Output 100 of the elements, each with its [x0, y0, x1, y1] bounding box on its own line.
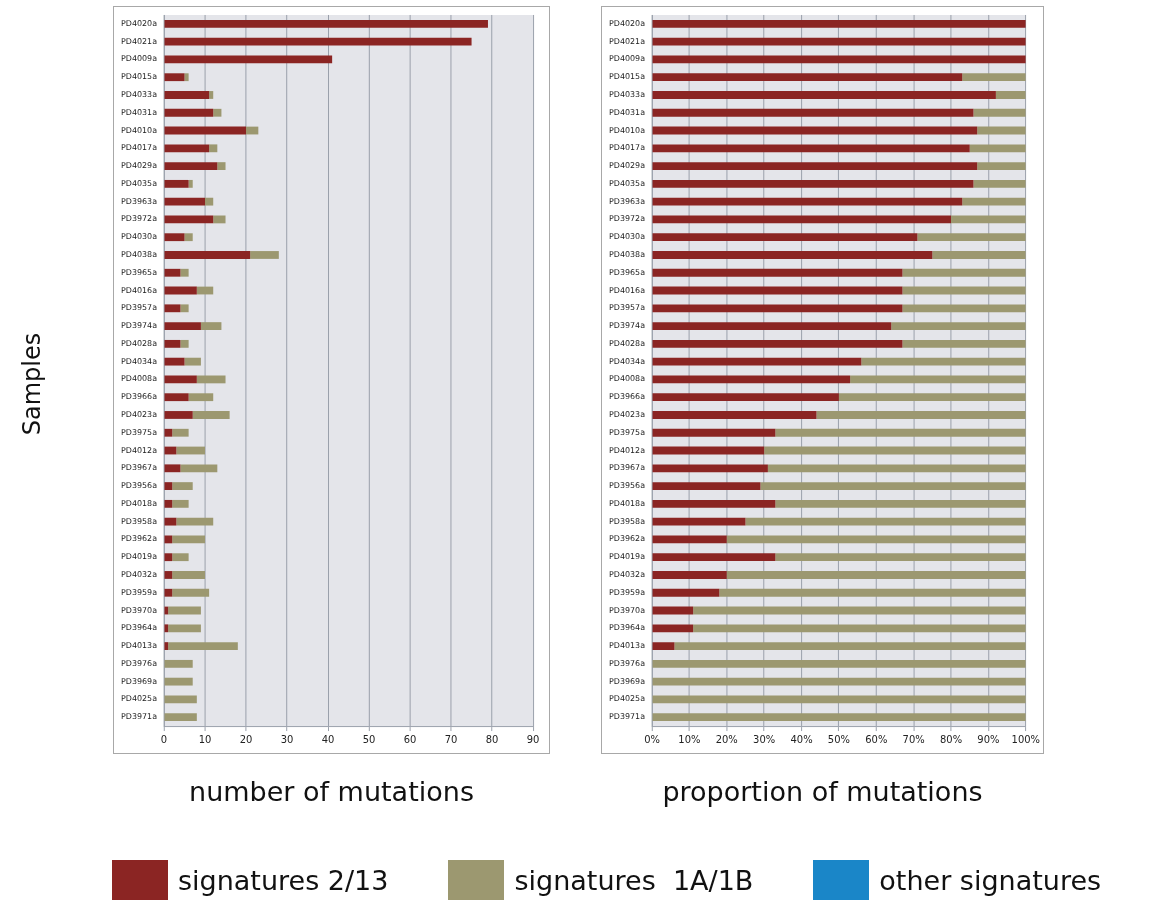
- bar: [652, 588, 720, 597]
- bar: [164, 482, 173, 490]
- bar: [973, 179, 1026, 188]
- y-tick-label: PD4025a: [120, 694, 158, 704]
- bar: [652, 677, 1026, 686]
- bar: [164, 411, 193, 419]
- bar: [652, 535, 727, 544]
- y-tick-label: PD4010a: [608, 125, 646, 135]
- bar: [200, 322, 222, 330]
- bar: [250, 251, 279, 259]
- y-tick-label: PD3972a: [120, 214, 158, 224]
- y-tick-label: PD4010a: [120, 125, 158, 135]
- y-tick-label: PD4035a: [120, 178, 158, 188]
- bar: [969, 144, 1026, 153]
- bar: [719, 588, 1026, 597]
- bar: [745, 517, 1026, 526]
- bar: [652, 268, 903, 277]
- y-tick-label: PD4029a: [608, 161, 646, 171]
- y-tick-label: PD4032a: [120, 570, 158, 580]
- bar: [188, 393, 214, 402]
- y-tick-label: PD4019a: [608, 552, 646, 562]
- y-tick-label: PD4009a: [608, 54, 646, 64]
- y-tick-label: PD4020a: [120, 18, 158, 28]
- y-tick-label: PD4031a: [608, 107, 646, 117]
- bar: [164, 73, 185, 82]
- y-tick-label: PD4015a: [608, 72, 646, 82]
- bar: [932, 251, 1026, 259]
- y-tick-label: PD4023a: [120, 410, 158, 420]
- y-tick-label: PD3974a: [608, 321, 646, 331]
- bar: [652, 553, 776, 562]
- bar: [196, 375, 226, 384]
- y-tick-label: PD3967a: [608, 463, 646, 473]
- bar: [168, 642, 238, 650]
- bar: [164, 162, 218, 170]
- y-tick-label: PD4035a: [608, 178, 646, 188]
- bar: [652, 251, 933, 259]
- bar: [962, 197, 1026, 206]
- bar: [652, 642, 675, 650]
- y-tick-label: PD3963a: [120, 196, 158, 206]
- y-tick-label: PD4012a: [608, 445, 646, 455]
- y-tick-label: PD4033a: [608, 90, 646, 100]
- y-tick-label: PD4013a: [608, 641, 646, 651]
- y-tick-label: PD4029a: [120, 161, 158, 171]
- bar: [213, 108, 222, 117]
- bar: [172, 482, 193, 490]
- bar: [652, 19, 1026, 28]
- bar: [652, 73, 963, 82]
- y-tick-label: PD4028a: [120, 338, 158, 348]
- bar: [775, 553, 1026, 562]
- x-tick-label: 0%: [644, 733, 660, 745]
- bar: [164, 339, 181, 348]
- bar: [917, 233, 1026, 242]
- bar: [180, 304, 189, 313]
- bar: [164, 695, 197, 704]
- x-tick-label: 40: [321, 733, 335, 745]
- y-tick-label: PD3957a: [120, 303, 158, 313]
- bar: [180, 339, 189, 348]
- x-tick-label: 0: [160, 733, 168, 745]
- bar: [775, 499, 1026, 508]
- bar: [902, 268, 1026, 277]
- y-tick-label: PD3969a: [120, 676, 158, 686]
- bar: [164, 393, 189, 402]
- y-tick-label: PD3972a: [608, 214, 646, 224]
- bar: [217, 162, 226, 170]
- y-tick-label: PD3963a: [608, 196, 646, 206]
- bar: [775, 428, 1026, 437]
- bar: [652, 624, 694, 633]
- x-tick-label: 100%: [1011, 733, 1040, 745]
- y-tick-label: PD4009a: [120, 54, 158, 64]
- bar: [184, 357, 201, 366]
- bar: [164, 322, 201, 330]
- y-tick-label: PD3975a: [608, 427, 646, 437]
- y-tick-label: PD4020a: [608, 18, 646, 28]
- y-tick-label: PD4031a: [120, 107, 158, 117]
- x-tick-label: 30: [280, 733, 294, 745]
- bar: [164, 517, 177, 526]
- bar: [891, 322, 1026, 330]
- legend-label: signatures 1A/1B: [514, 864, 754, 896]
- bar: [209, 144, 218, 153]
- x-tick-label: 90: [526, 733, 540, 745]
- y-tick-label: PD4012a: [120, 445, 158, 455]
- bar: [176, 446, 206, 455]
- y-tick-label: PD3957a: [608, 303, 646, 313]
- y-tick-label: PD3956a: [608, 481, 646, 491]
- bar: [816, 411, 1026, 419]
- bar: [652, 517, 746, 526]
- bar: [760, 482, 1026, 490]
- x-tick-label: 40%: [790, 733, 813, 745]
- bar: [652, 233, 918, 242]
- bar: [164, 659, 193, 668]
- y-tick-label: PD4032a: [608, 570, 646, 580]
- x-tick-label: 20: [239, 733, 253, 745]
- y-tick-label: PD3956a: [120, 481, 158, 491]
- y-tick-label: PD3969a: [608, 676, 646, 686]
- bar: [164, 499, 173, 508]
- bar: [164, 571, 173, 579]
- bar: [164, 304, 181, 313]
- bar: [213, 215, 226, 224]
- bar: [164, 677, 193, 686]
- bar: [652, 108, 974, 117]
